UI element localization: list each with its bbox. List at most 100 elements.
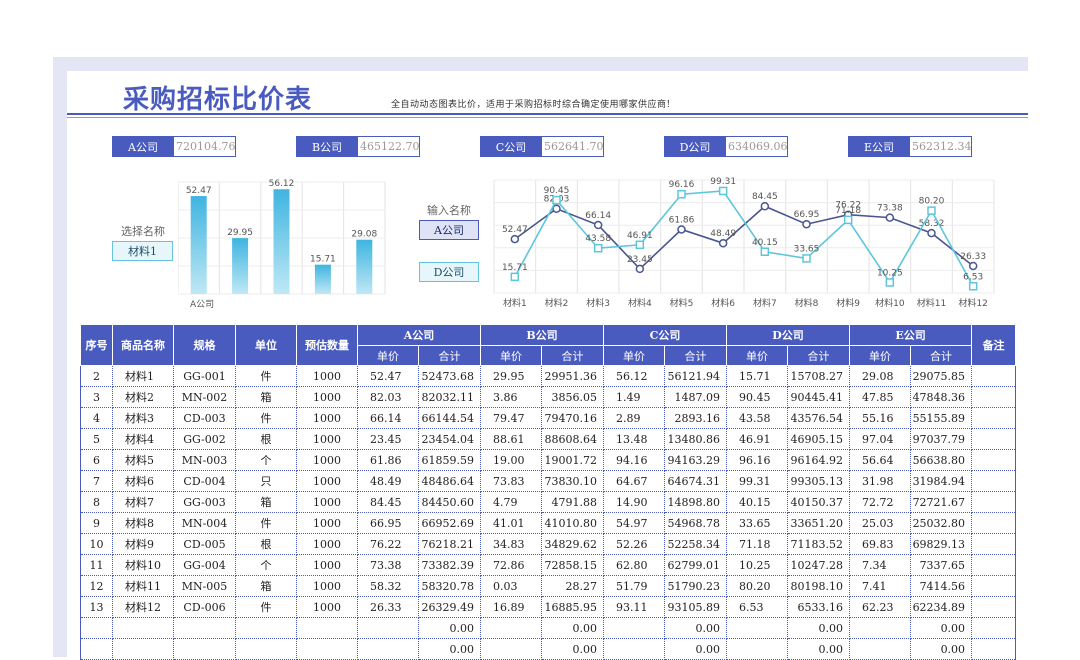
table-cell[interactable]: CD-006	[173, 596, 236, 618]
table-cell[interactable]: 材料3	[112, 407, 174, 429]
table-cell[interactable]: 7	[80, 470, 113, 492]
table-cell[interactable]: 52473.68	[418, 365, 482, 387]
table-cell[interactable]: 62799.01	[664, 554, 728, 576]
table-cell[interactable]: 1487.09	[664, 386, 728, 408]
table-cell[interactable]: 材料8	[112, 512, 174, 534]
table-cell[interactable]: 29.95	[480, 365, 543, 387]
table-cell[interactable]	[726, 638, 789, 660]
table-cell[interactable]: 66.95	[357, 512, 419, 534]
table-cell[interactable]: 40150.37	[787, 491, 851, 513]
table-cell[interactable]: 0.00	[541, 617, 605, 639]
table-cell[interactable]: 54.97	[603, 512, 666, 534]
table-cell[interactable]: 0.00	[664, 638, 728, 660]
table-cell[interactable]: 51790.23	[664, 575, 728, 597]
table-cell[interactable]	[235, 638, 297, 660]
table-cell[interactable]: 个	[235, 449, 297, 471]
table-cell[interactable]: 23.45	[357, 428, 419, 450]
table-cell[interactable]: 2.89	[603, 407, 666, 429]
table-cell[interactable]: 28.27	[541, 575, 605, 597]
table-cell[interactable]: 88.61	[480, 428, 543, 450]
table-cell[interactable]: 79.47	[480, 407, 543, 429]
table-cell[interactable]	[603, 617, 666, 639]
table-cell[interactable]: 材料12	[112, 596, 174, 618]
table-cell[interactable]: 0.00	[541, 638, 605, 660]
table-cell[interactable]	[296, 617, 358, 639]
table-cell-remark[interactable]	[971, 554, 1017, 576]
table-cell[interactable]: 31.98	[849, 470, 912, 492]
table-cell[interactable]: 31984.94	[910, 470, 973, 492]
table-cell[interactable]: 1000	[296, 428, 358, 450]
table-cell[interactable]	[173, 638, 236, 660]
table-cell[interactable]: 66952.69	[418, 512, 482, 534]
company-total-c[interactable]: C公司 562641.70	[480, 136, 604, 157]
table-cell[interactable]: 80.20	[726, 575, 789, 597]
table-cell-remark[interactable]	[971, 491, 1017, 513]
table-cell[interactable]: 1000	[296, 491, 358, 513]
table-cell[interactable]: GG-004	[173, 554, 236, 576]
table-cell[interactable]: 16885.95	[541, 596, 605, 618]
table-cell[interactable]: 58320.78	[418, 575, 482, 597]
table-cell[interactable]: 56.64	[849, 449, 912, 471]
table-cell[interactable]: 55.16	[849, 407, 912, 429]
table-cell[interactable]: 3856.05	[541, 386, 605, 408]
table-cell[interactable]: 0.00	[418, 617, 482, 639]
company-total-d[interactable]: D公司 634069.06	[664, 136, 788, 157]
table-cell[interactable]: MN-004	[173, 512, 236, 534]
table-cell[interactable]: 1000	[296, 386, 358, 408]
table-cell[interactable]: 6533.16	[787, 596, 851, 618]
table-cell[interactable]: MN-005	[173, 575, 236, 597]
table-cell[interactable]: 0.00	[664, 617, 728, 639]
table-cell[interactable]: 90.45	[726, 386, 789, 408]
table-cell[interactable]: 43576.54	[787, 407, 851, 429]
table-cell[interactable]: 56638.80	[910, 449, 973, 471]
table-cell[interactable]: 40.15	[726, 491, 789, 513]
table-cell[interactable]: 46905.15	[787, 428, 851, 450]
table-cell[interactable]: 0.00	[787, 638, 851, 660]
table-cell[interactable]: 0.00	[787, 617, 851, 639]
table-cell[interactable]: 71183.52	[787, 533, 851, 555]
table-cell[interactable]: 9	[80, 512, 113, 534]
table-cell[interactable]: 2	[80, 365, 113, 387]
table-cell[interactable]: 73.38	[357, 554, 419, 576]
table-cell[interactable]: 88608.64	[541, 428, 605, 450]
table-cell-remark[interactable]	[971, 533, 1017, 555]
table-cell[interactable]: 99305.13	[787, 470, 851, 492]
table-cell[interactable]: 7414.56	[910, 575, 973, 597]
table-cell[interactable]: 99.31	[726, 470, 789, 492]
table-cell[interactable]: 4.79	[480, 491, 543, 513]
table-cell[interactable]: 15708.27	[787, 365, 851, 387]
table-cell[interactable]: 1000	[296, 512, 358, 534]
table-cell[interactable]: 62234.89	[910, 596, 973, 618]
table-cell-remark[interactable]	[971, 470, 1017, 492]
table-cell[interactable]: 材料7	[112, 491, 174, 513]
table-cell[interactable]: 76218.21	[418, 533, 482, 555]
table-cell[interactable]: 根	[235, 428, 297, 450]
table-cell[interactable]: 82032.11	[418, 386, 482, 408]
table-cell[interactable]: 62.80	[603, 554, 666, 576]
table-cell[interactable]: 12	[80, 575, 113, 597]
table-cell-remark[interactable]	[971, 512, 1017, 534]
table-cell[interactable]: 10247.28	[787, 554, 851, 576]
table-cell[interactable]: 只	[235, 470, 297, 492]
table-cell[interactable]: 64674.31	[664, 470, 728, 492]
table-cell[interactable]	[112, 617, 174, 639]
table-cell[interactable]: 材料5	[112, 449, 174, 471]
table-cell[interactable]	[235, 617, 297, 639]
table-cell[interactable]: 3.86	[480, 386, 543, 408]
table-cell[interactable]	[849, 638, 912, 660]
table-cell[interactable]: 76.22	[357, 533, 419, 555]
table-cell[interactable]: 73.83	[480, 470, 543, 492]
table-cell[interactable]: 0.00	[418, 638, 482, 660]
table-cell[interactable]: 34.83	[480, 533, 543, 555]
table-cell[interactable]: 46.91	[726, 428, 789, 450]
table-cell[interactable]: 1000	[296, 596, 358, 618]
table-cell-remark[interactable]	[971, 386, 1017, 408]
table-cell[interactable]: 80198.10	[787, 575, 851, 597]
table-cell[interactable]: 10	[80, 533, 113, 555]
table-cell-remark[interactable]	[971, 428, 1017, 450]
table-cell[interactable]	[726, 617, 789, 639]
table-cell[interactable]: MN-003	[173, 449, 236, 471]
table-cell[interactable]: 7.41	[849, 575, 912, 597]
table-cell[interactable]: 84.45	[357, 491, 419, 513]
table-cell[interactable]: 8	[80, 491, 113, 513]
